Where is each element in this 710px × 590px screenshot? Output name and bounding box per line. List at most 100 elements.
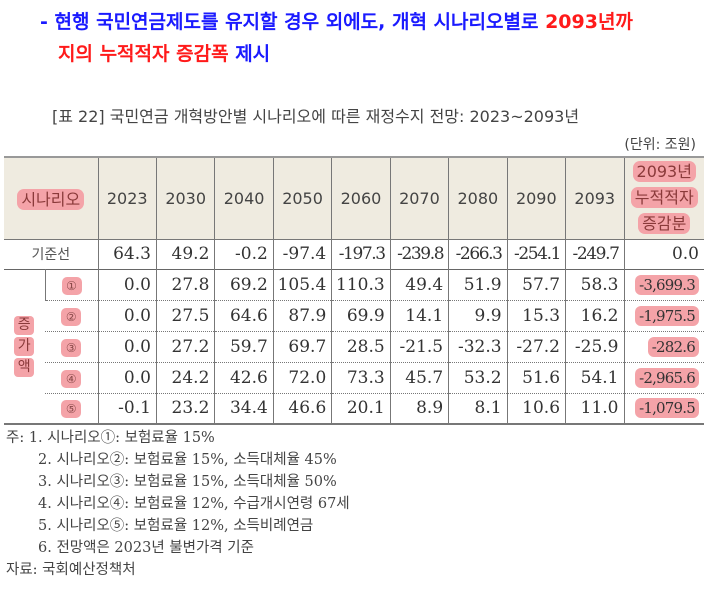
note-item: 6. 전망액은 2023년 불변가격 기준 [38, 540, 254, 556]
cell: 0.0 [97, 300, 157, 331]
cell: 69.7 [272, 331, 332, 362]
summary-bullet: - 현행 국민연금제도를 유지할 경우 외에도, 개혁 시나리오별로 2093년… [40, 6, 710, 70]
note-item: 5. 시나리오⑤: 보험료율 12%, 소득비례연금 [38, 518, 314, 534]
cell: 72.0 [272, 362, 332, 393]
cell: -197.3 [331, 239, 391, 269]
cell: 45.7 [389, 362, 449, 393]
cell: 10.6 [506, 393, 566, 424]
note-item: 주: 1. 시나리오①: 보험료율 15% [6, 430, 215, 446]
table-row-scenario-4: ④ 0.0 24.2 42.6 72.0 73.3 45.7 53.2 51.6… [4, 362, 704, 393]
cell: 11.0 [565, 393, 624, 424]
cell: 0.0 [97, 362, 157, 393]
cell-total: -2,965.6 [623, 362, 704, 393]
header-year: 2070 [389, 157, 449, 239]
cell: 69.9 [331, 300, 391, 331]
scenario-label: ⑤ [45, 393, 98, 424]
table-caption: [표 22] 국민연금 개혁방안별 시나리오에 따른 재정수지 전망: 2023… [52, 107, 580, 126]
cell: 110.3 [331, 269, 391, 300]
table-notes: 주: 1. 시나리오①: 보험료율 15% 2. 시나리오②: 보험료율 15%… [6, 427, 350, 581]
cell: 49.2 [155, 239, 215, 269]
header-year: 2050 [272, 157, 332, 239]
cell: 8.9 [389, 393, 449, 424]
cell-total: -1,079.5 [623, 393, 704, 424]
header-year: 2060 [331, 157, 391, 239]
cell: -239.8 [389, 239, 449, 269]
header-year: 2030 [155, 157, 215, 239]
cell: -25.9 [565, 331, 624, 362]
source-note: 자료: 국회예산정책처 [6, 562, 136, 578]
cell: 49.4 [389, 269, 449, 300]
header-year: 2093 [565, 157, 624, 239]
header-year: 2080 [448, 157, 508, 239]
cell: 51.6 [506, 362, 566, 393]
group-label-increase: 증 가 액 [4, 269, 45, 424]
cell: 46.6 [272, 393, 332, 424]
cell: 42.6 [214, 362, 274, 393]
cell: 15.3 [506, 300, 566, 331]
baseline-label: 기준선 [31, 247, 71, 263]
cell: 34.4 [214, 393, 274, 424]
cell: 53.2 [448, 362, 508, 393]
cell: -97.4 [272, 239, 332, 269]
cell: 8.1 [448, 393, 508, 424]
table-row-baseline: 기준선 64.3 49.2 -0.2 -97.4 -197.3 -239.8 -… [4, 239, 704, 269]
scenario-label: ② [45, 300, 98, 331]
note-item: 4. 시나리오④: 보험료율 12%, 수급개시연령 67세 [38, 496, 350, 512]
cell: -27.2 [506, 331, 566, 362]
table-unit: (단위: 조원) [624, 137, 696, 153]
fiscal-balance-table: 시나리오 2023 2030 2040 2050 2060 2070 2080 … [4, 156, 704, 425]
table-header-row: 시나리오 2023 2030 2040 2050 2060 2070 2080 … [4, 157, 704, 239]
table-row-scenario-2: ② 0.0 27.5 64.6 87.9 69.9 14.1 9.9 15.3 … [4, 300, 704, 331]
note-item: 2. 시나리오②: 보험료율 15%, 소득대체율 45% [38, 452, 337, 468]
bullet-text-red: 2093년까 [545, 11, 633, 33]
cell: 0.0 [97, 331, 157, 362]
cell: -249.7 [565, 239, 624, 269]
cell: 54.1 [565, 362, 624, 393]
cell: 64.6 [214, 300, 274, 331]
cell-total: -1,975.5 [623, 300, 704, 331]
cell: 73.3 [331, 362, 391, 393]
cell-total: -282.6 [623, 331, 704, 362]
cell: 69.2 [214, 269, 274, 300]
bullet-text-red-2: 지의 누적적자 증감폭 [58, 43, 229, 65]
cell: 57.7 [506, 269, 566, 300]
cell: 23.2 [155, 393, 215, 424]
cell: -254.1 [506, 239, 566, 269]
cell: 27.5 [155, 300, 215, 331]
cell: 87.9 [272, 300, 332, 331]
cell: 24.2 [155, 362, 215, 393]
cell: -0.2 [214, 239, 274, 269]
bullet-text-blue-2: 제시 [235, 43, 271, 65]
header-year: 2090 [506, 157, 566, 239]
table-row-scenario-3: ③ 0.0 27.2 59.7 69.7 28.5 -21.5 -32.3 -2… [4, 331, 704, 362]
bullet-dash: - [40, 11, 48, 33]
header-year: 2023 [97, 157, 157, 239]
cell: 27.8 [155, 269, 215, 300]
table-row-scenario-1: 증 가 액 ① 0.0 27.8 69.2 105.4 110.3 49.4 5… [4, 269, 704, 377]
bullet-text-blue: 현행 국민연금제도를 유지할 경우 외에도, 개혁 시나리오별로 [54, 11, 539, 33]
cell: 58.3 [565, 269, 624, 300]
cell: 105.4 [272, 269, 332, 300]
cell: 0.0 [97, 269, 157, 300]
cell: 9.9 [448, 300, 508, 331]
cell: 16.2 [565, 300, 624, 331]
cell-total: 0.0 [623, 239, 704, 269]
cell: -0.1 [97, 393, 157, 424]
scenario-label: ④ [45, 362, 98, 393]
cell: -32.3 [448, 331, 508, 362]
note-item: 3. 시나리오③: 보험료율 15%, 소득대체율 50% [38, 474, 337, 490]
header-scenario: 시나리오 [4, 157, 98, 239]
cell: 27.2 [155, 331, 215, 362]
cell: 59.7 [214, 331, 274, 362]
scenario-label: ① [44, 269, 99, 300]
cell: -266.3 [448, 239, 508, 269]
header-year: 2040 [214, 157, 274, 239]
cell: 64.3 [97, 239, 157, 269]
table-row-scenario-5: ⑤ -0.1 23.2 34.4 46.6 20.1 8.9 8.1 10.6 … [4, 393, 704, 424]
cell: -21.5 [389, 331, 449, 362]
cell: 20.1 [331, 393, 391, 424]
header-total: 2093년 누적적자 증감분 [623, 157, 704, 239]
cell: 28.5 [331, 331, 391, 362]
scenario-label: ③ [45, 331, 98, 362]
cell: 14.1 [389, 300, 449, 331]
